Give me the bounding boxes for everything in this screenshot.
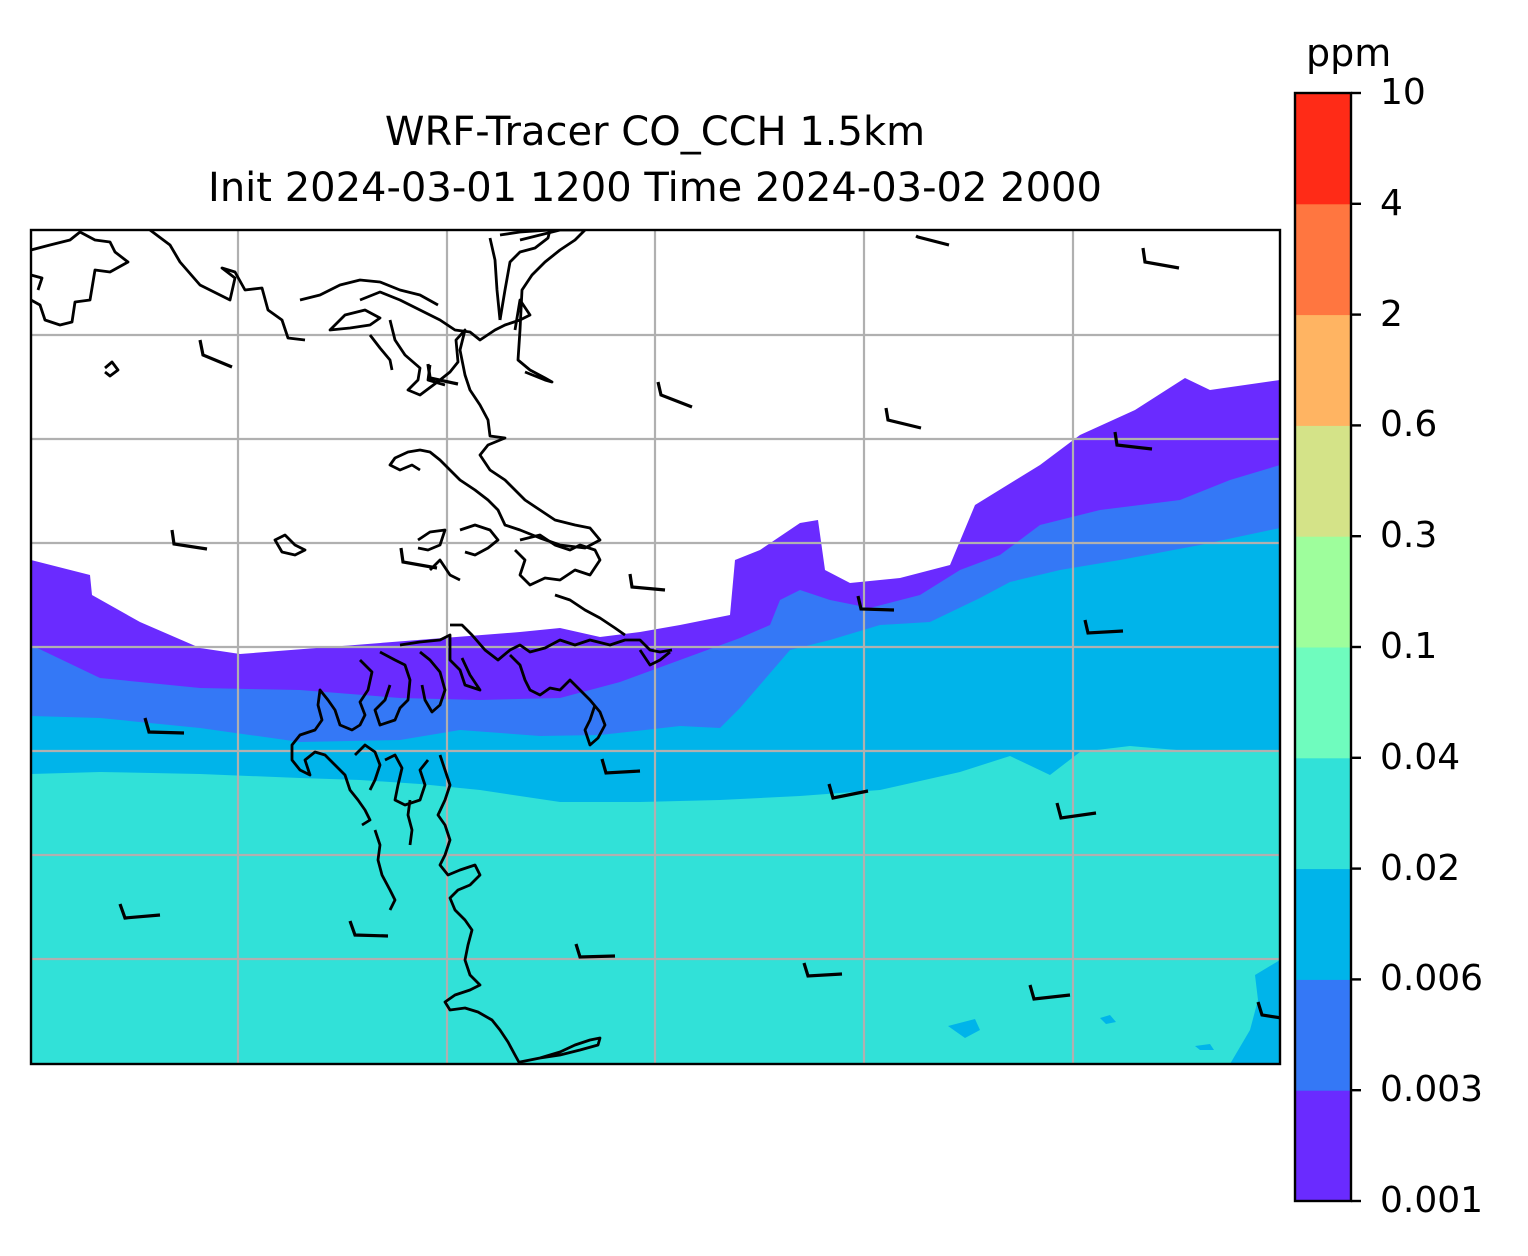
wind-barb — [656, 381, 693, 409]
colorbar-tick-label: 0.003 — [1380, 1069, 1484, 1111]
wind-barb — [802, 962, 843, 978]
colorbar-tick-label: 0.001 — [1380, 1180, 1484, 1221]
wind-barb — [827, 783, 869, 800]
wind-barb — [1141, 247, 1180, 270]
wind-barb — [426, 363, 459, 386]
map-title-line1: WRF-Tracer CO_CCH 1.5km — [384, 109, 926, 155]
colorbar-segment — [1295, 536, 1351, 648]
colorbar-tick-label: 0.6 — [1380, 404, 1438, 446]
wind-barb — [600, 758, 641, 775]
wind-barb — [1083, 619, 1124, 635]
colorbar-segment — [1295, 1090, 1351, 1202]
patch-0006 — [1230, 960, 1280, 1064]
colorbar-tick-label: 0.04 — [1380, 736, 1461, 778]
wind-barbs — [118, 234, 1280, 1020]
colorbar-tick-label: 0.02 — [1380, 847, 1461, 889]
wind-barb — [1028, 984, 1071, 1001]
colorbar-segment — [1295, 647, 1351, 759]
colorbar-tick-label: 10 — [1380, 72, 1426, 113]
colorbar-segment — [1295, 314, 1351, 426]
wind-barb — [884, 407, 922, 430]
wind-barb — [118, 903, 161, 920]
coastlines — [31, 230, 673, 1064]
wind-barb — [1055, 802, 1097, 820]
wind-barb — [348, 920, 389, 938]
colorbar-segment — [1295, 203, 1351, 316]
wind-barb — [915, 234, 950, 247]
gridlines — [31, 230, 1280, 1064]
colorbar-segment — [1295, 868, 1351, 980]
patch-white — [830, 507, 844, 516]
colorbar-segment — [1295, 425, 1351, 537]
map-frame — [29, 228, 1282, 1066]
colorbar — [1293, 91, 1361, 1203]
colorbar-tick-label: 2 — [1380, 293, 1403, 335]
colorbar-tick-label: 0.006 — [1380, 958, 1484, 1000]
wind-barb — [628, 573, 666, 592]
wind-barb — [170, 529, 208, 551]
colorbar-segment — [1295, 979, 1351, 1091]
wind-barb — [1256, 1001, 1280, 1020]
colorbar-unit-label: ppm — [1306, 31, 1392, 75]
wind-barb — [399, 547, 438, 570]
wind-barb — [198, 339, 233, 369]
patch-0006d — [1195, 1044, 1214, 1050]
patch-0006b — [948, 1019, 980, 1038]
map-title-line2: Init 2024-03-01 1200 Time 2024-03-02 200… — [208, 165, 1102, 211]
colorbar-tick-label: 4 — [1380, 182, 1403, 224]
colorbar-tick-label: 0.3 — [1380, 515, 1438, 557]
patch-0006c — [1100, 1015, 1116, 1024]
wind-barb — [143, 717, 185, 735]
colorbar-segment — [1295, 93, 1351, 205]
colorbar-tick-label: 0.1 — [1380, 626, 1438, 667]
wind-barb — [574, 943, 616, 959]
wind-barb — [1113, 431, 1153, 451]
colorbar-segment — [1295, 757, 1351, 870]
wind-barb — [856, 595, 895, 612]
concentration-field — [31, 378, 1280, 1064]
